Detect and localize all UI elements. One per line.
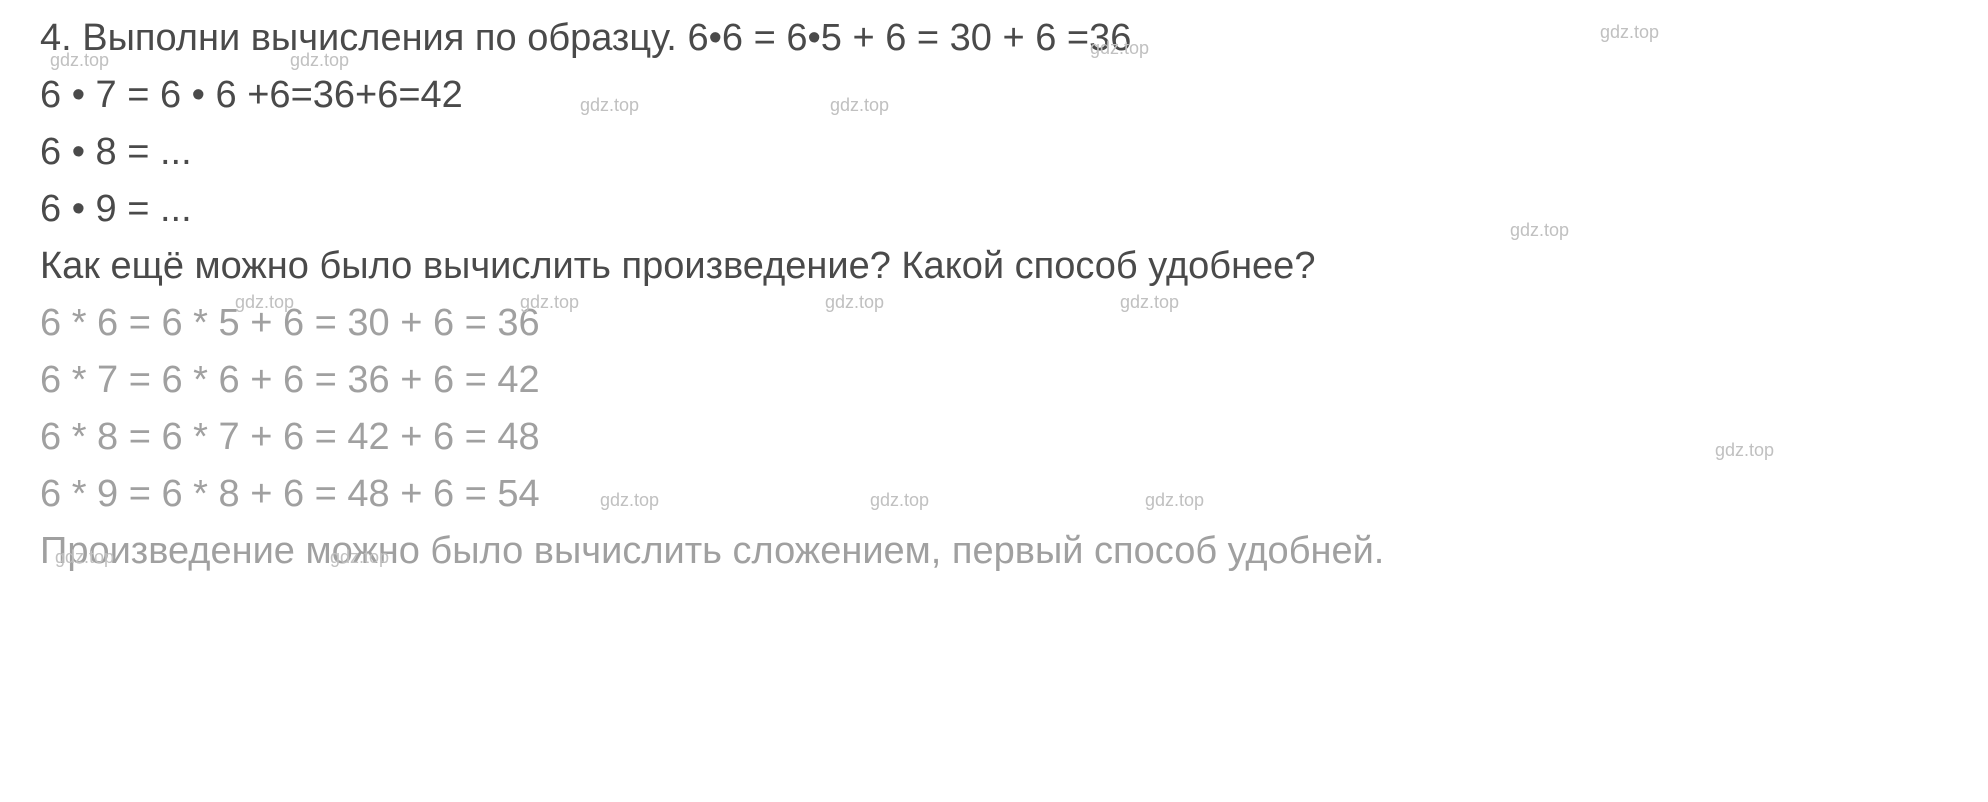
solution-conclusion: Произведение можно было вычислить сложен… xyxy=(40,523,1948,580)
solution-line-3: 6 * 8 = 6 * 7 + 6 = 42 + 6 = 48 xyxy=(40,409,1948,466)
problem-line-4: 6 • 9 = ... xyxy=(40,181,1948,238)
problem-example: 6•6 = 6•5 + 6 = 30 + 6 =36 xyxy=(687,17,1131,59)
problem-question: Как ещё можно было вычислить произведени… xyxy=(40,238,1948,295)
solution-line-4: 6 * 9 = 6 * 8 + 6 = 48 + 6 = 54 xyxy=(40,466,1948,523)
problem-title: Выполни вычисления по образцу. xyxy=(82,17,687,59)
solution-line-1: 6 * 6 = 6 * 5 + 6 = 30 + 6 = 36 xyxy=(40,295,1948,352)
problem-line-3: 6 • 8 = ... xyxy=(40,124,1948,181)
problem-line-2: 6 • 7 = 6 • 6 +6=36+6=42 xyxy=(40,67,1948,124)
problem-line-1: 4. Выполни вычисления по образцу. 6•6 = … xyxy=(40,10,1948,67)
problem-number: 4. xyxy=(40,17,72,59)
solution-line-2: 6 * 7 = 6 * 6 + 6 = 36 + 6 = 42 xyxy=(40,352,1948,409)
